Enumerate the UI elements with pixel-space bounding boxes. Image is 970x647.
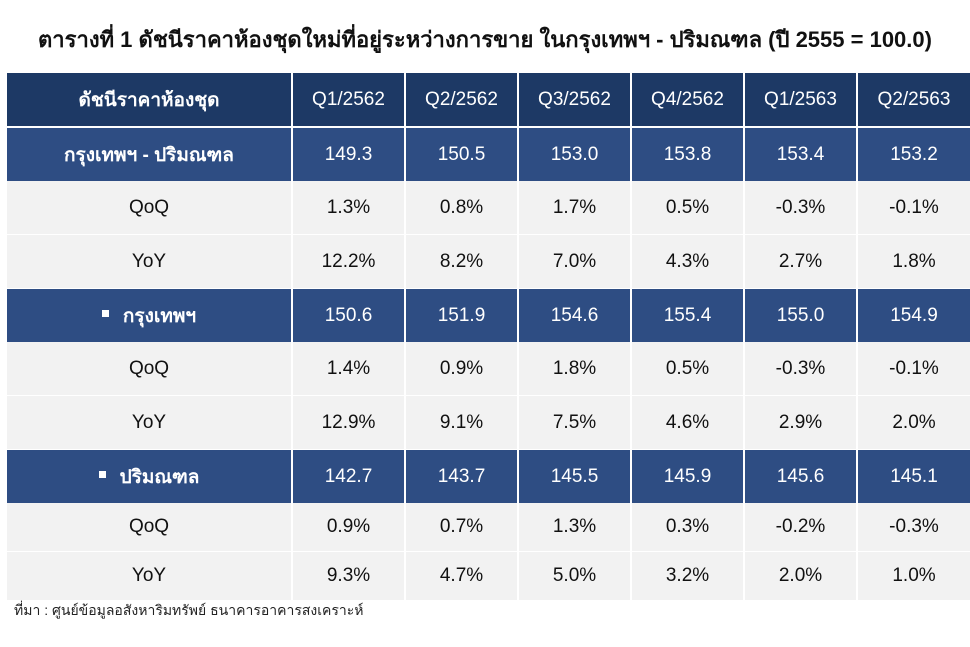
data-cell: 1.7% [517, 181, 632, 235]
data-cell: 7.0% [517, 234, 632, 289]
data-cell: 149.3 [291, 126, 406, 181]
row-label-text: กรุงเทพฯ [122, 305, 197, 327]
data-cell: 153.0 [517, 126, 632, 181]
column-header: Q1/2562 [291, 70, 406, 128]
row-label-text: QoQ [128, 357, 170, 379]
column-header: Q2/2562 [404, 70, 519, 128]
data-cell: 151.9 [404, 288, 519, 342]
data-cell: 0.5% [630, 181, 745, 235]
row-label: QoQ [5, 503, 293, 552]
row-label-text: YoY [131, 411, 167, 433]
data-cell: 145.5 [517, 449, 632, 503]
data-cell: 1.3% [517, 503, 632, 552]
column-header: Q1/2563 [743, 70, 858, 128]
data-cell: 9.1% [404, 395, 519, 450]
data-cell: 3.2% [630, 551, 745, 601]
data-cell: 0.7% [404, 503, 519, 552]
index-row: ปริมณฑล 142.7 143.7 145.5 145.9 145.6 145.1 [5, 449, 970, 503]
source-note: ที่มา : ศูนย์ข้อมูลอสังหาริมทรัพย์ ธนาคา… [14, 602, 364, 618]
data-cell: 153.4 [743, 126, 858, 181]
data-cell: 155.0 [743, 288, 858, 342]
change-row: YoY 12.9% 9.1% 7.5% 4.6% 2.9% 2.0% [5, 395, 970, 450]
data-cell: 1.3% [291, 181, 406, 235]
row-label: YoY [5, 551, 293, 601]
data-cell: 0.5% [630, 342, 745, 396]
row-label: QoQ [5, 342, 293, 396]
row-label-text: YoY [131, 250, 167, 272]
row-label-text: กรุงเทพฯ - ปริมณฑล [64, 144, 234, 166]
row-label-text: QoQ [128, 516, 170, 537]
data-cell: 4.7% [404, 551, 519, 601]
data-cell: 9.3% [291, 551, 406, 601]
data-cell: 154.6 [517, 288, 632, 342]
data-cell: 143.7 [404, 449, 519, 503]
row-label: YoY [5, 234, 293, 289]
data-cell: 145.9 [630, 449, 745, 503]
change-row: YoY 9.3% 4.7% 5.0% 3.2% 2.0% 1.0% [5, 551, 970, 601]
data-cell: 4.6% [630, 395, 745, 450]
change-row: QoQ 1.3% 0.8% 1.7% 0.5% -0.3% -0.1% [5, 181, 970, 235]
row-label-text: YoY [131, 565, 167, 586]
data-cell: 2.7% [743, 234, 858, 289]
data-cell: 155.4 [630, 288, 745, 342]
bullet-icon [101, 309, 109, 317]
table-header-row: ดัชนีราคาห้องชุด Q1/2562 Q2/2562 Q3/2562… [5, 70, 970, 128]
data-cell: 4.3% [630, 234, 745, 289]
data-cell: 145.1 [856, 449, 970, 503]
row-label: กรุงเทพฯ - ปริมณฑล [5, 126, 293, 181]
data-cell: 145.6 [743, 449, 858, 503]
data-cell: 1.4% [291, 342, 406, 396]
table-body: กรุงเทพฯ - ปริมณฑล 149.3 150.5 153.0 153.8 15… [5, 126, 970, 601]
column-header: Q3/2562 [517, 70, 632, 128]
data-cell: 12.9% [291, 395, 406, 450]
data-cell: 2.0% [743, 551, 858, 601]
row-label-text: QoQ [128, 196, 170, 218]
header-label: ดัชนีราคาห้องชุด [5, 70, 293, 128]
column-header: Q2/2563 [856, 70, 970, 128]
data-cell: 1.8% [517, 342, 632, 396]
column-header: Q4/2562 [630, 70, 745, 128]
row-label: YoY [5, 395, 293, 450]
change-row: QoQ 0.9% 0.7% 1.3% 0.3% -0.2% -0.3% [5, 503, 970, 552]
data-cell: -0.3% [856, 503, 970, 552]
row-label: ปริมณฑล [5, 449, 293, 503]
data-cell: 0.8% [404, 181, 519, 235]
change-row: QoQ 1.4% 0.9% 1.8% 0.5% -0.3% -0.1% [5, 342, 970, 396]
row-label: กรุงเทพฯ [5, 288, 293, 342]
data-cell: 154.9 [856, 288, 970, 342]
data-cell: 2.9% [743, 395, 858, 450]
change-row: YoY 12.2% 8.2% 7.0% 4.3% 2.7% 1.8% [5, 234, 970, 289]
bullet-icon [98, 470, 106, 478]
data-cell: 1.8% [856, 234, 970, 289]
data-cell: 12.2% [291, 234, 406, 289]
data-cell: -0.1% [856, 342, 970, 396]
data-cell: 142.7 [291, 449, 406, 503]
data-cell: 7.5% [517, 395, 632, 450]
data-cell: 2.0% [856, 395, 970, 450]
data-cell: 153.2 [856, 126, 970, 181]
row-label: QoQ [5, 181, 293, 235]
data-cell: 1.0% [856, 551, 970, 601]
data-cell: 8.2% [404, 234, 519, 289]
data-cell: 0.9% [404, 342, 519, 396]
data-cell: -0.3% [743, 181, 858, 235]
data-cell: 0.9% [291, 503, 406, 552]
data-cell: 0.3% [630, 503, 745, 552]
price-index-table: ดัชนีราคาห้องชุด Q1/2562 Q2/2562 Q3/2562… [5, 70, 970, 601]
index-row: กรุงเทพฯ - ปริมณฑล 149.3 150.5 153.0 153.8 15… [5, 126, 970, 181]
index-row: กรุงเทพฯ 150.6 151.9 154.6 155.4 155.0 154.9 [5, 288, 970, 342]
row-label-text: ปริมณฑล [119, 466, 200, 488]
data-cell: 153.8 [630, 126, 745, 181]
data-cell: 150.5 [404, 126, 519, 181]
table-title: ตารางที่ 1 ดัชนีราคาห้องชุดใหม่ที่อยู่ระ… [38, 27, 932, 52]
data-cell: -0.2% [743, 503, 858, 552]
data-cell: -0.3% [743, 342, 858, 396]
data-cell: -0.1% [856, 181, 970, 235]
data-cell: 5.0% [517, 551, 632, 601]
data-cell: 150.6 [291, 288, 406, 342]
